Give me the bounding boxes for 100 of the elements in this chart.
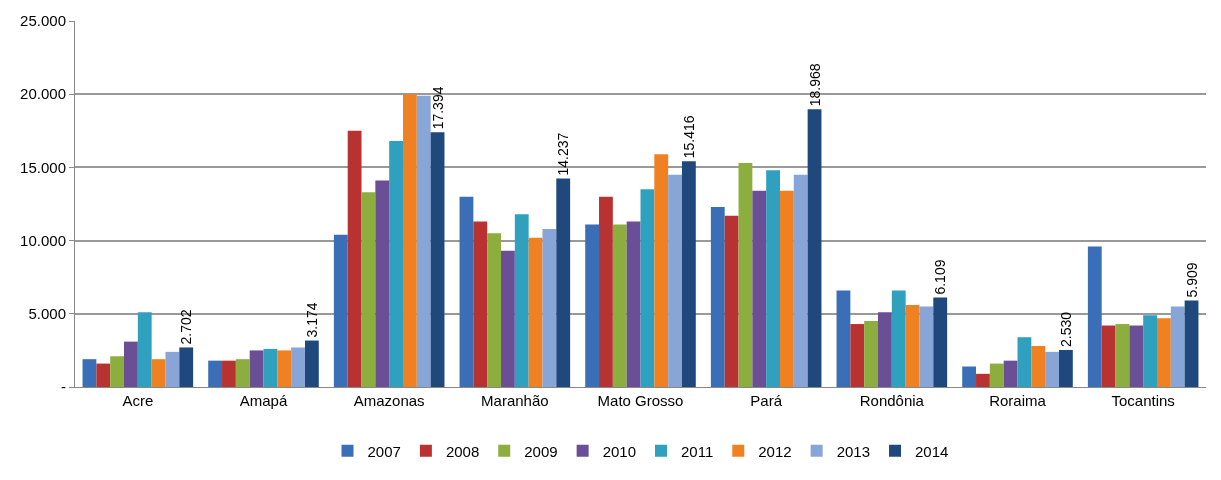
bar [249,350,264,387]
x-tick-label: Pará [750,392,783,409]
bar [919,306,934,387]
y-tick-label: 10.000 [20,231,66,249]
bar [208,360,223,387]
y-tick-label: 20.000 [20,85,66,103]
bar [626,221,641,387]
bar [1003,360,1018,387]
y-tick-label: 25.000 [20,12,66,30]
bar [989,363,1004,387]
bar [752,190,767,387]
data-label: 2.530 [1057,311,1074,347]
bar [514,214,529,387]
x-tick-label: Tocantins [1111,392,1175,409]
legend-label: 2011 [681,442,714,460]
bar [473,221,488,387]
x-tick-label: Acre [122,392,154,409]
bar [291,347,305,387]
data-label: 17.394 [429,86,446,130]
bar [263,348,278,387]
bar [807,109,822,387]
bar [402,94,417,387]
bar [501,250,515,387]
bar [389,141,403,387]
bar [585,224,600,387]
legend-label: 2013 [836,442,871,460]
bar [137,312,152,387]
bar [724,215,739,387]
x-tick-label: Rondônia [859,392,925,409]
legend-label: 2007 [367,442,401,460]
bar [864,321,879,387]
bar [556,178,571,387]
bar [1031,346,1046,387]
bar [878,312,892,387]
x-tick-label: Mato Grosso [597,392,684,409]
bar [891,290,906,387]
legend-label: 2010 [602,442,636,460]
bar [430,132,445,387]
bar [1087,246,1102,387]
legend-label: 2012 [758,442,792,460]
bar [110,356,125,387]
legend-label: 2009 [524,442,558,460]
bar [542,228,557,387]
x-tick-label: Amazonas [353,392,425,409]
bar [1058,349,1073,387]
bar [850,324,865,387]
bar [304,340,319,387]
bar [1045,351,1059,387]
bar [1156,318,1171,387]
bar [905,305,920,387]
data-label: 3.174 [303,302,320,338]
bar [375,180,390,387]
bar [793,174,808,387]
bar [1101,325,1116,387]
bar [1017,337,1032,387]
bar [179,347,194,387]
bar [459,196,474,387]
data-label: 5.909 [1183,262,1200,298]
data-label: 15.416 [680,115,697,159]
x-tick-label: Maranhão [481,392,549,409]
data-label: 2.702 [178,309,195,345]
bar [347,130,362,387]
bar [96,363,111,387]
bar [1170,306,1185,387]
data-label: 14.237 [555,132,572,176]
bar [836,290,851,387]
bar [528,237,543,387]
bar [710,206,725,387]
y-tick-label: - [61,378,66,396]
y-tick-label: 15.000 [20,158,66,176]
bar [681,161,696,387]
x-tick-label: Amapá [239,392,288,409]
bar [1143,315,1157,387]
bar [487,233,502,387]
bar [222,360,236,387]
bar [654,154,669,387]
bar [766,170,780,387]
bar [640,189,655,387]
bar [1115,324,1130,387]
bar [361,192,376,387]
bar [151,359,166,387]
bar [277,350,292,387]
bar [82,359,97,387]
y-tick-label: 5.000 [28,305,66,323]
bar [165,351,180,387]
bar [738,163,753,387]
bar [779,190,794,387]
bar [668,174,682,387]
bar [599,196,613,387]
data-label: 6.109 [932,259,949,295]
bar [962,366,977,387]
bar [1129,325,1144,387]
bar [976,373,990,387]
bar [1184,300,1199,387]
bar [933,297,948,387]
bar [124,341,138,387]
x-tick-label: Roraima [989,392,1047,409]
bar [416,95,431,387]
bar [333,234,348,387]
legend-label: 2008 [445,442,480,460]
